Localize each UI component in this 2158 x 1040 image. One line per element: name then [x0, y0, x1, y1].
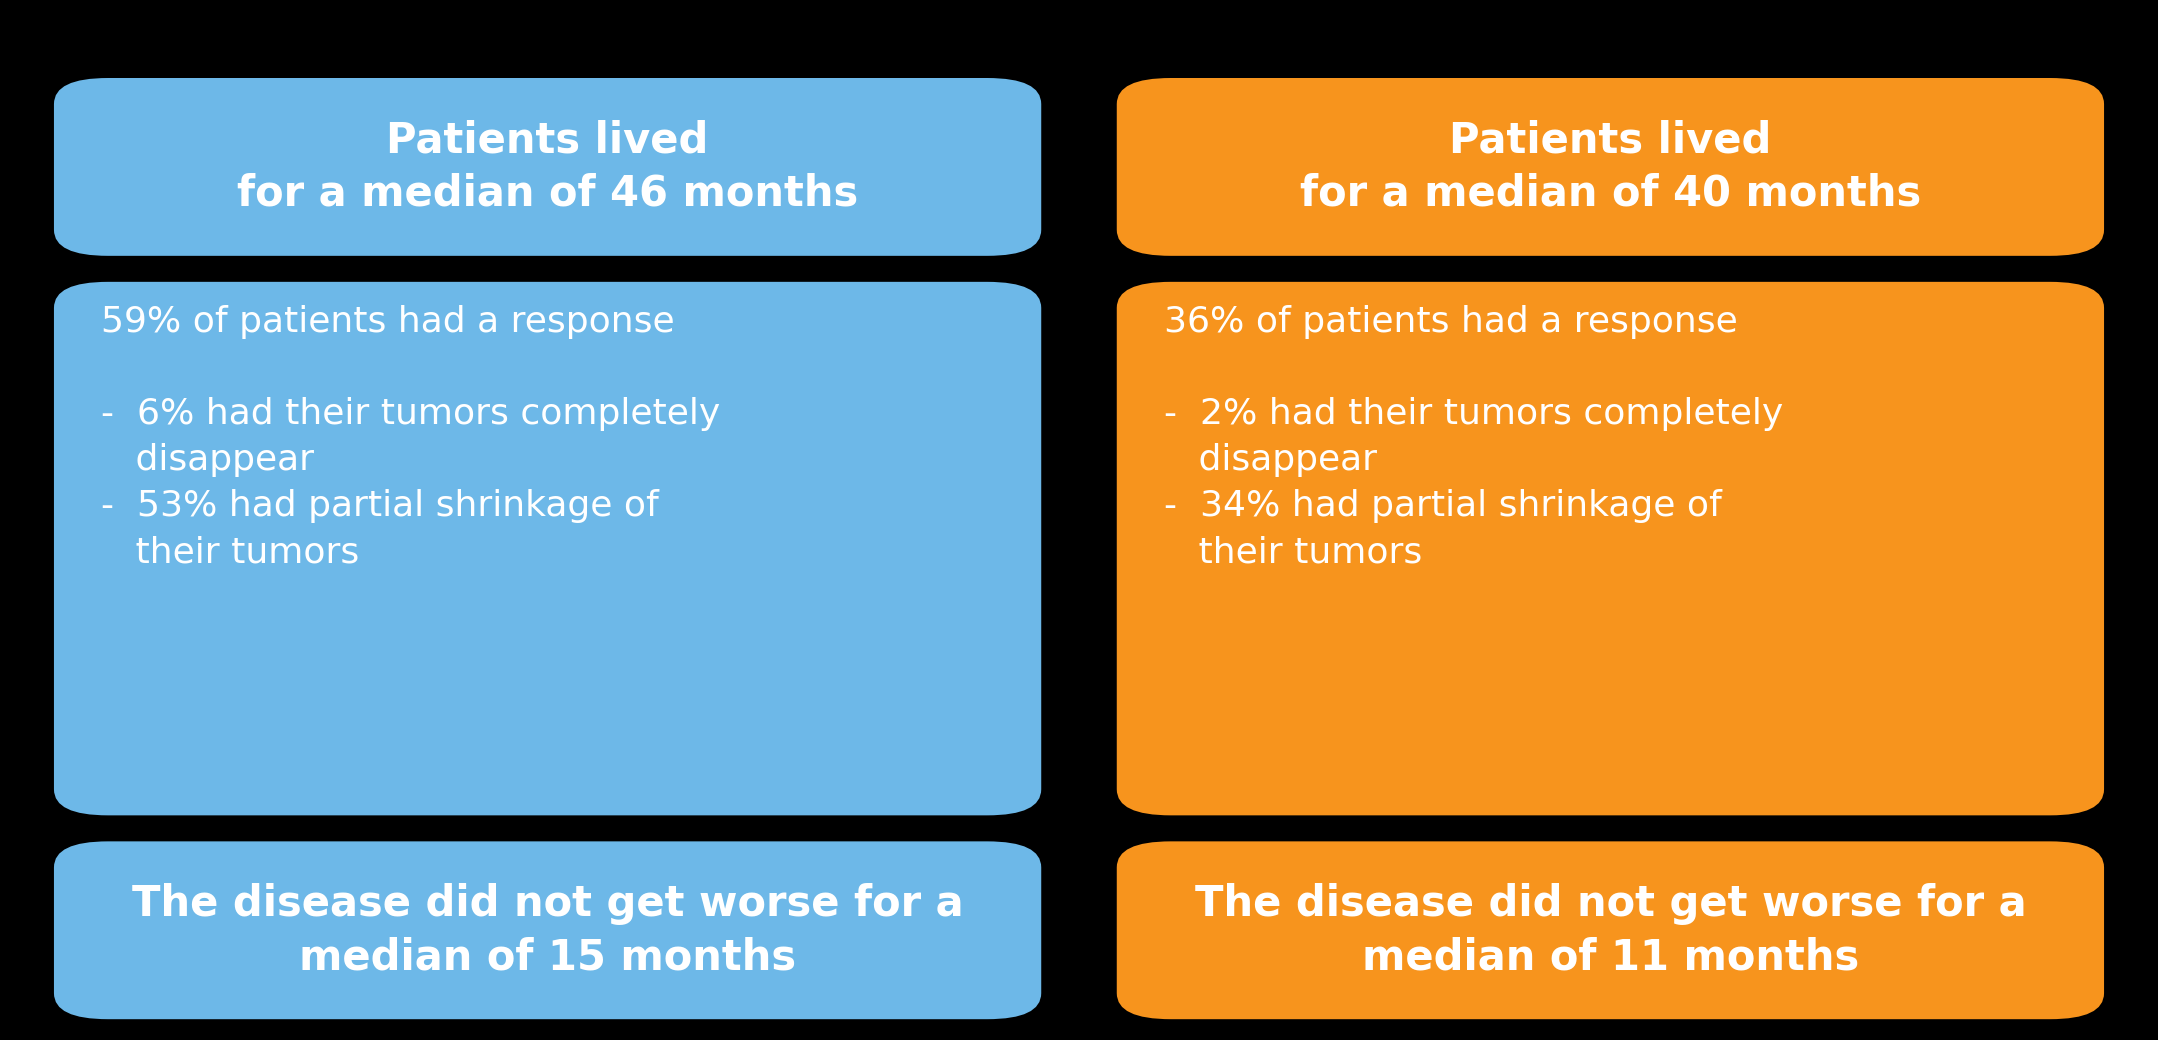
- FancyBboxPatch shape: [54, 841, 1040, 1019]
- FancyBboxPatch shape: [1118, 282, 2104, 815]
- Text: Patients lived
for a median of 40 months: Patients lived for a median of 40 months: [1299, 120, 1921, 214]
- Text: 59% of patients had a response

-  6% had their tumors completely
   disappear
-: 59% of patients had a response - 6% had …: [101, 305, 721, 570]
- FancyBboxPatch shape: [1118, 78, 2104, 256]
- FancyBboxPatch shape: [1118, 841, 2104, 1019]
- Text: The disease did not get worse for a
median of 11 months: The disease did not get worse for a medi…: [1196, 883, 2026, 978]
- Text: The disease did not get worse for a
median of 15 months: The disease did not get worse for a medi…: [132, 883, 962, 978]
- FancyBboxPatch shape: [54, 282, 1040, 815]
- Text: 36% of patients had a response

-  2% had their tumors completely
   disappear
-: 36% of patients had a response - 2% had …: [1165, 305, 1783, 570]
- Text: Patients lived
for a median of 46 months: Patients lived for a median of 46 months: [237, 120, 859, 214]
- FancyBboxPatch shape: [54, 78, 1040, 256]
